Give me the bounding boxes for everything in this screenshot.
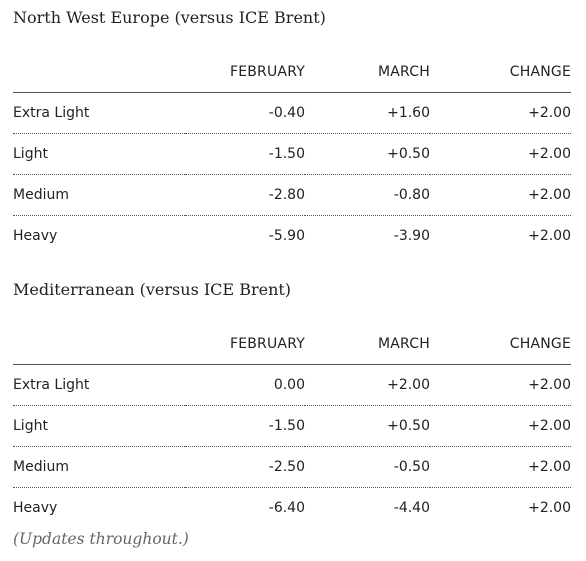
february-cell: -2.80 [185,174,305,216]
column-header-february: FEBRUARY [185,324,305,365]
grade-cell: Heavy [13,500,58,516]
column-header-grade [13,324,185,365]
column-header-february: FEBRUARY [185,52,305,93]
change-cell: +2.00 [430,405,571,447]
grade-cell: Light [13,133,185,175]
march-cell: +0.50 [305,133,430,175]
grade-cell: Medium [13,446,185,488]
table-row: Medium -2.50 -0.50 +2.00 [13,446,571,488]
column-header-grade [13,52,185,93]
grade-cell: Extra Light [13,364,185,406]
february-cell: 0.00 [185,364,305,406]
table-row: Medium -2.80 -0.80 +2.00 [13,174,571,216]
march-cell: -3.90 [393,228,430,244]
table-header-row: FEBRUARY MARCH CHANGE [13,324,571,365]
column-header-march: MARCH [305,324,430,365]
column-header-march: MARCH [305,52,430,93]
table-row: Heavy -6.40 -4.40 +2.00 [13,488,571,529]
table-row: Heavy -5.90 -3.90 +2.00 [13,216,571,257]
change-cell: +2.00 [430,92,571,134]
february-cell: -1.50 [185,405,305,447]
february-cell: -2.50 [185,446,305,488]
march-cell: +1.60 [305,92,430,134]
march-cell: +2.00 [305,364,430,406]
change-cell: +2.00 [430,364,571,406]
price-table-mediterranean: FEBRUARY MARCH CHANGE Extra Light 0.00 +… [13,324,571,528]
table-header-row: FEBRUARY MARCH CHANGE [13,52,571,93]
change-cell: +2.00 [430,174,571,216]
change-cell: +2.00 [430,446,571,488]
section-title-mediterranean: Mediterranean (versus ICE Brent) [13,280,292,299]
february-cell: -6.40 [268,500,305,516]
march-cell: -4.40 [393,500,430,516]
table-row: Extra Light -0.40 +1.60 +2.00 [13,92,571,134]
grade-cell: Light [13,405,185,447]
grade-cell: Medium [13,174,185,216]
column-header-change: CHANGE [430,52,571,93]
february-cell: -0.40 [185,92,305,134]
column-header-change: CHANGE [430,324,571,365]
footnote: (Updates throughout.) [13,530,189,548]
march-cell: +0.50 [305,405,430,447]
change-cell: +2.00 [430,133,571,175]
price-table-north-west-europe: FEBRUARY MARCH CHANGE Extra Light -0.40 … [13,52,571,256]
grade-cell: Extra Light [13,92,185,134]
march-cell: -0.80 [305,174,430,216]
change-cell: +2.00 [528,500,571,516]
table-row: Extra Light 0.00 +2.00 +2.00 [13,364,571,406]
grade-cell: Heavy [13,228,58,244]
change-cell: +2.00 [528,228,571,244]
section-title-north-west-europe: North West Europe (versus ICE Brent) [13,8,326,27]
february-cell: -1.50 [185,133,305,175]
table-row: Light -1.50 +0.50 +2.00 [13,133,571,175]
table-row: Light -1.50 +0.50 +2.00 [13,405,571,447]
february-cell: -5.90 [268,228,305,244]
march-cell: -0.50 [305,446,430,488]
